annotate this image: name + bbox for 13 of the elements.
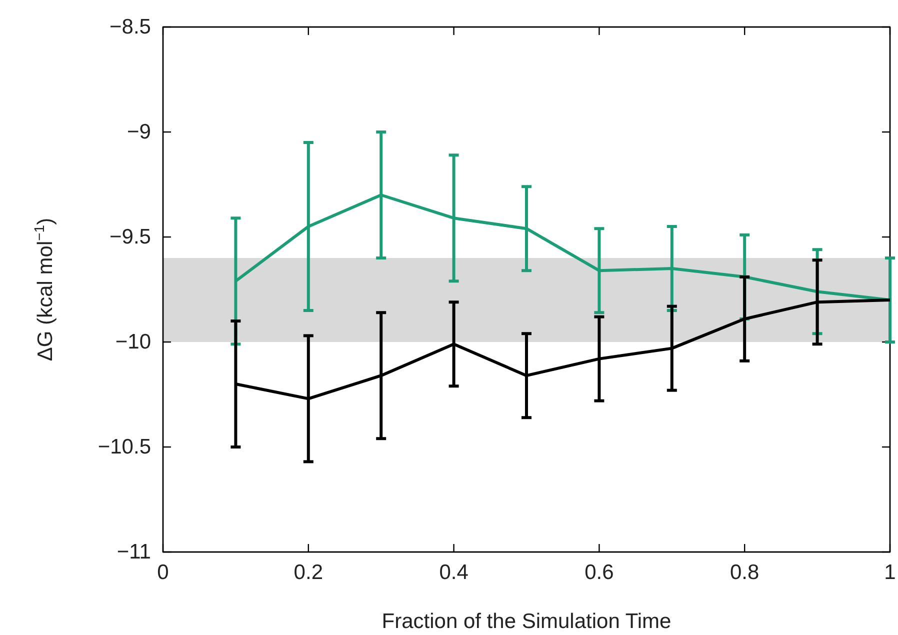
y-tick-label: −10 [115,330,151,354]
x-tick-label: 1 [884,560,896,584]
x-tick-label: 0.8 [730,560,760,584]
x-tick-label: 0.2 [294,560,323,584]
x-axis-title: Fraction of the Simulation Time [382,610,672,633]
y-tick-label: −8.5 [110,16,151,39]
y-tick-label: −9.5 [110,226,151,249]
y-tick-label: −11 [116,540,151,564]
x-tick-label: 0 [157,560,169,584]
y-tick-label: −10.5 [98,436,151,459]
x-tick-label: 0.4 [439,560,469,584]
y-tick-label: −9 [127,120,151,144]
x-tick-label: 0.6 [584,560,614,584]
